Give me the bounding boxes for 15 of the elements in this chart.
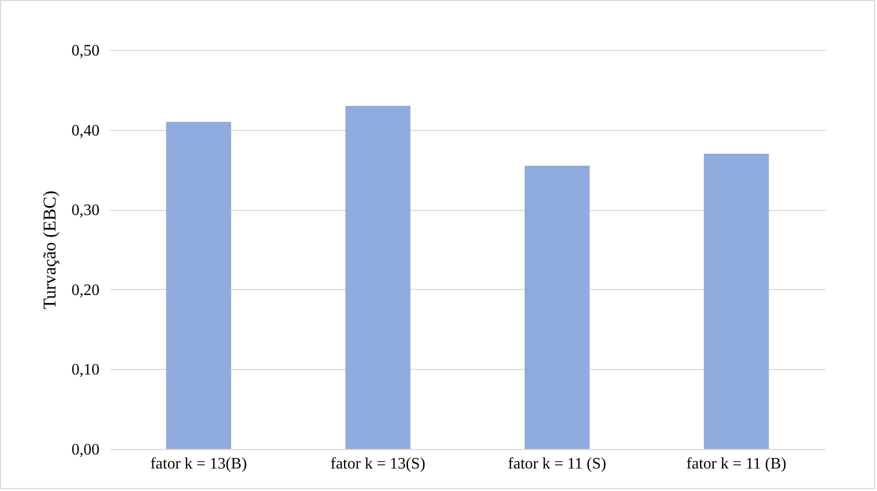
y-tick-label: 0,20 [72, 282, 100, 299]
x-tick-label: fator k = 13(B) [150, 456, 247, 472]
bar [345, 106, 410, 449]
bar [524, 166, 590, 449]
y-tick-label: 0,30 [72, 202, 100, 220]
y-tick-label: 0,40 [72, 122, 100, 140]
x-tick-label: fator k = 13(S) [330, 456, 426, 472]
y-tick-label: 0,00 [72, 442, 100, 458]
y-tick-label: 0,10 [72, 362, 100, 379]
bar [704, 154, 769, 449]
bar [166, 122, 232, 449]
x-tick-label: fator k = 11 (S) [508, 456, 606, 472]
y-axis-title: Turvação (EBC) [40, 190, 60, 310]
y-tick-label: 0,50 [72, 42, 100, 60]
x-tick-label: fator k = 11 (B) [686, 456, 786, 472]
